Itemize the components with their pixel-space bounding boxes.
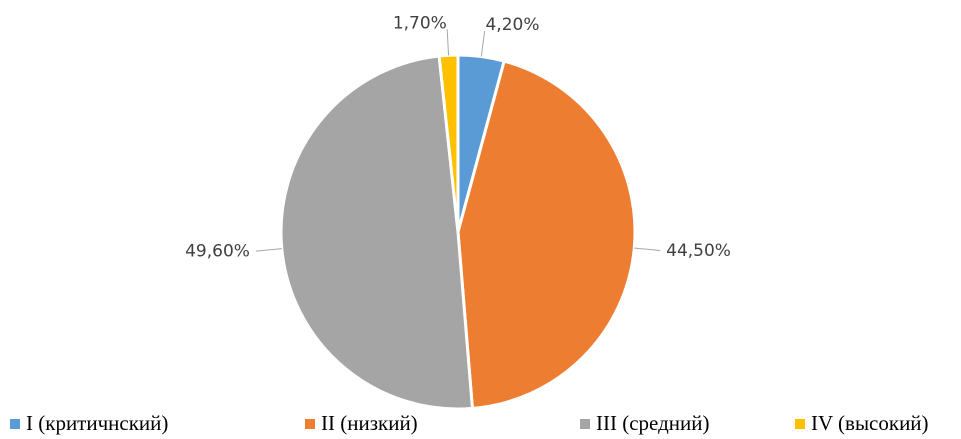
legend-swatch: [10, 419, 20, 429]
legend-label: IV (высокий): [811, 411, 929, 435]
data-label: 49,60%: [185, 242, 250, 262]
legend-label: II (низкий): [321, 411, 418, 435]
legend-swatch: [795, 419, 805, 429]
leader-line: [634, 247, 661, 251]
legend-swatch: [305, 419, 315, 429]
legend-swatch: [580, 419, 590, 429]
legend-label: III (средний): [596, 411, 709, 435]
pie-slice: [437, 53, 460, 233]
leader-line: [446, 29, 450, 56]
leader-line: [255, 248, 282, 252]
leader-line: [480, 30, 486, 57]
data-label: 44,50%: [666, 241, 731, 261]
legend-label: I (критичнский): [26, 411, 168, 435]
data-label: 1,70%: [393, 13, 447, 33]
pie-slice: [456, 59, 637, 411]
data-label: 4,20%: [485, 15, 539, 35]
